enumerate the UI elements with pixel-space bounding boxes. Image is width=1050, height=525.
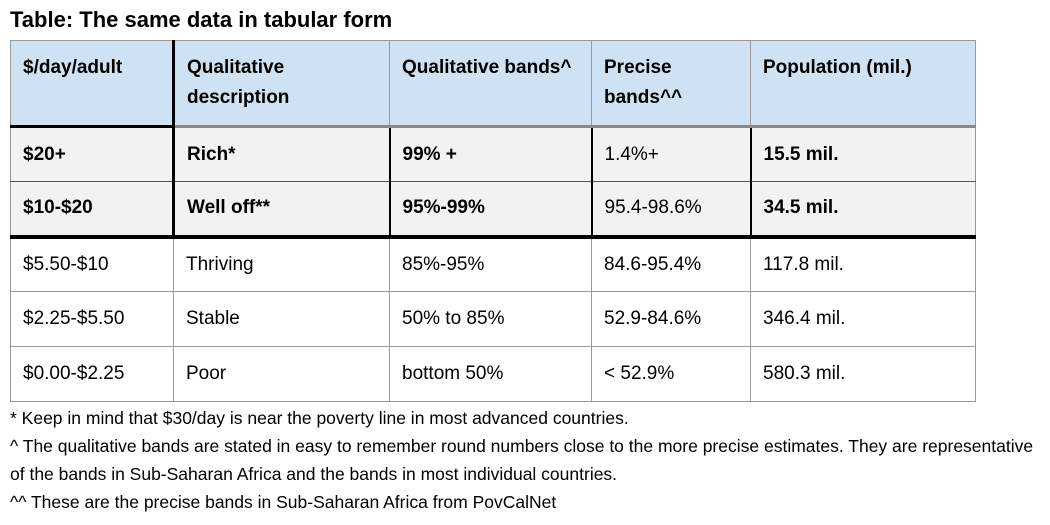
table-row: $5.50-$10 Thriving 85%-95% 84.6-95.4% 11… [10, 236, 976, 292]
table-cell: 84.6-95.4% [591, 236, 751, 292]
table-cell: 1.4%+ [591, 126, 752, 182]
table-row: $10-$20 Well off** 95%-99% 95.4-98.6% 34… [10, 181, 976, 239]
income-bands-table: $/day/adult Qualitative description Qual… [10, 40, 976, 402]
table-cell: $20+ [10, 126, 175, 182]
footnotes: * Keep in mind that $30/day is near the … [10, 404, 1045, 516]
header-cell-qualitative-bands: Qualitative bands^ [389, 40, 592, 128]
table-cell: Thriving [173, 236, 390, 292]
table-cell: 50% to 85% [389, 291, 592, 347]
table-cell: 117.8 mil. [750, 236, 976, 292]
table-row: $2.25-$5.50 Stable 50% to 85% 52.9-84.6%… [10, 291, 976, 347]
table-cell: 95.4-98.6% [591, 181, 752, 239]
header-cell-population: Population (mil.) [750, 40, 976, 128]
header-cell-precise-bands: Precise bands^^ [591, 40, 751, 128]
table-cell: Poor [173, 346, 390, 402]
header-cell-qualitative-description: Qualitative description [173, 40, 390, 128]
header-cell-dollars-per-day: $/day/adult [10, 40, 175, 128]
table-cell: $5.50-$10 [10, 236, 174, 292]
footnote-precise-bands: ^^ These are the precise bands in Sub-Sa… [10, 492, 557, 512]
table-row: $20+ Rich* 99% + 1.4%+ 15.5 mil. [10, 126, 976, 182]
table-cell: 85%-95% [389, 236, 592, 292]
table-cell: 95%-99% [389, 181, 593, 239]
table-cell: bottom 50% [389, 346, 592, 402]
table-cell: Well off** [173, 181, 391, 239]
table-cell: 15.5 mil. [750, 126, 976, 182]
page-title: Table: The same data in tabular form [10, 7, 393, 32]
table-row: $0.00-$2.25 Poor bottom 50% < 52.9% 580.… [10, 346, 976, 402]
table-cell: 52.9-84.6% [591, 291, 751, 347]
table-header-row: $/day/adult Qualitative description Qual… [10, 40, 976, 128]
table-cell: $2.25-$5.50 [10, 291, 174, 347]
table-cell: 580.3 mil. [750, 346, 976, 402]
table-cell: $10-$20 [10, 181, 175, 239]
footnote-qualitative-bands: ^ The qualitative bands are stated in ea… [10, 436, 1034, 484]
table-cell: Rich* [173, 126, 391, 182]
table-cell: < 52.9% [591, 346, 751, 402]
table-cell: $0.00-$2.25 [10, 346, 174, 402]
footnote-rich: * Keep in mind that $30/day is near the … [10, 408, 629, 428]
table-cell: 34.5 mil. [750, 181, 976, 239]
table-cell: Stable [173, 291, 390, 347]
table-cell: 346.4 mil. [750, 291, 976, 347]
table-cell: 99% + [389, 126, 593, 182]
